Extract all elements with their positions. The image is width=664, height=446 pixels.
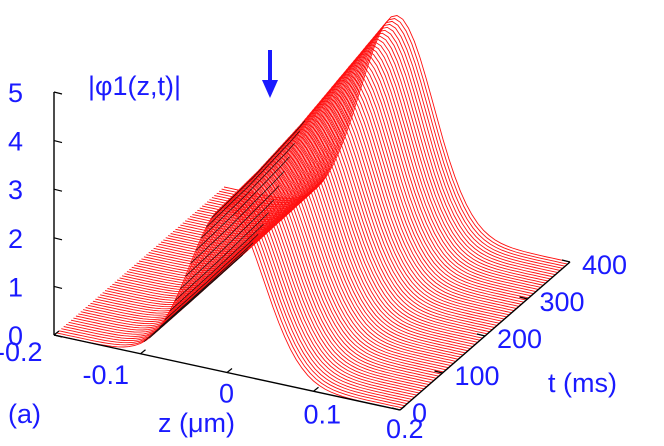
surface-profile-line (151, 103, 498, 326)
z-axis-title: z (μm) (158, 408, 235, 438)
vertical-tick-label: 0 (8, 321, 23, 351)
z-tick-label: 0.2 (386, 414, 424, 444)
surface-mesh-line (154, 249, 249, 334)
surface-mesh-line (185, 185, 280, 277)
surface-profile-line (155, 97, 503, 322)
tick-mark (476, 333, 486, 337)
vertical-tick-label: 1 (8, 272, 23, 302)
surface-profile-line (223, 15, 571, 263)
surface-mesh-line (200, 142, 295, 239)
surface-profile-line (87, 173, 435, 381)
tick-mark (561, 259, 571, 263)
tick-mark (53, 91, 63, 95)
surface-profile-line (160, 91, 507, 318)
tick-mark (53, 237, 63, 241)
surface-profile-line (119, 139, 466, 354)
surface-mesh-line (180, 199, 275, 290)
tick-mark (53, 334, 63, 338)
vertical-tick-label: 3 (8, 175, 23, 205)
surface-mesh-line (211, 120, 306, 219)
surface-profile-line (146, 109, 493, 331)
surface-mesh-line (205, 130, 300, 228)
t-tick-label: 300 (540, 287, 585, 317)
tick-mark (53, 188, 63, 192)
vertical-tick-label: 5 (8, 78, 23, 108)
surface-profile-line (95, 166, 442, 375)
z-tick-label: 0.1 (304, 399, 342, 429)
surface-profile-line (117, 142, 464, 356)
surface-profile-line (114, 144, 461, 358)
t-tick-label: 100 (455, 361, 500, 391)
tick-mark (140, 349, 146, 355)
surface-profile-line (85, 175, 432, 383)
surface-profile-line (97, 163, 444, 373)
surface-profile-line (112, 147, 459, 360)
tick-mark (399, 405, 406, 411)
surface-mesh-line (190, 171, 285, 264)
surface-mesh-line (174, 212, 269, 301)
surface-profile-line (92, 168, 439, 377)
t-axis-title: t (ms) (548, 368, 617, 398)
surface-profile-line (158, 94, 505, 320)
surface-profile-line (177, 71, 524, 303)
tick-mark (519, 296, 528, 300)
surface-profile-line (138, 118, 486, 337)
tick-mark (53, 330, 60, 336)
tick-mark (53, 140, 63, 144)
surface-profile-line (100, 160, 447, 371)
panel-label: (a) (8, 399, 41, 429)
tick-mark (226, 368, 233, 373)
vertical-tick-label: 2 (8, 224, 23, 254)
surface-profile-line (143, 112, 490, 333)
surface-profile-line (153, 100, 500, 324)
z-tick-label: 0 (219, 379, 234, 409)
z-tick-label: -0.1 (83, 360, 130, 390)
surface-profile-line (121, 136, 469, 352)
vertical-tick-label: 4 (8, 127, 23, 157)
surface-mesh-line (164, 234, 259, 321)
surface-profile-line (90, 170, 437, 379)
tick-mark (53, 285, 63, 289)
down-arrow-icon (262, 50, 278, 98)
surface-profile-line (109, 150, 456, 362)
surface-mesh-line (195, 156, 290, 251)
surface-profile-line (163, 88, 510, 316)
t-tick-label: 400 (582, 250, 627, 280)
vertical-axis-title: |φ1(z,t)| (88, 71, 181, 101)
surface-profile-line (165, 85, 512, 314)
surface-mesh-line (159, 242, 254, 328)
tick-marks (53, 91, 571, 411)
tick-mark (434, 370, 443, 374)
t-tick-label: 200 (497, 324, 542, 354)
t-tick-label: 0 (412, 398, 427, 428)
z-tick-label: -0.2 (0, 337, 43, 367)
surface-profile-line (172, 76, 520, 307)
surface-profile-line (104, 155, 452, 367)
surface-mesh-line (169, 223, 264, 312)
surface-mesh (53, 15, 571, 411)
surface-profile-line (102, 158, 449, 369)
tick-mark (313, 386, 319, 392)
surface-profile-line (148, 106, 495, 328)
tick-mark (391, 407, 401, 411)
surface-profile-line (107, 152, 454, 364)
surface-profile-line (141, 115, 488, 335)
